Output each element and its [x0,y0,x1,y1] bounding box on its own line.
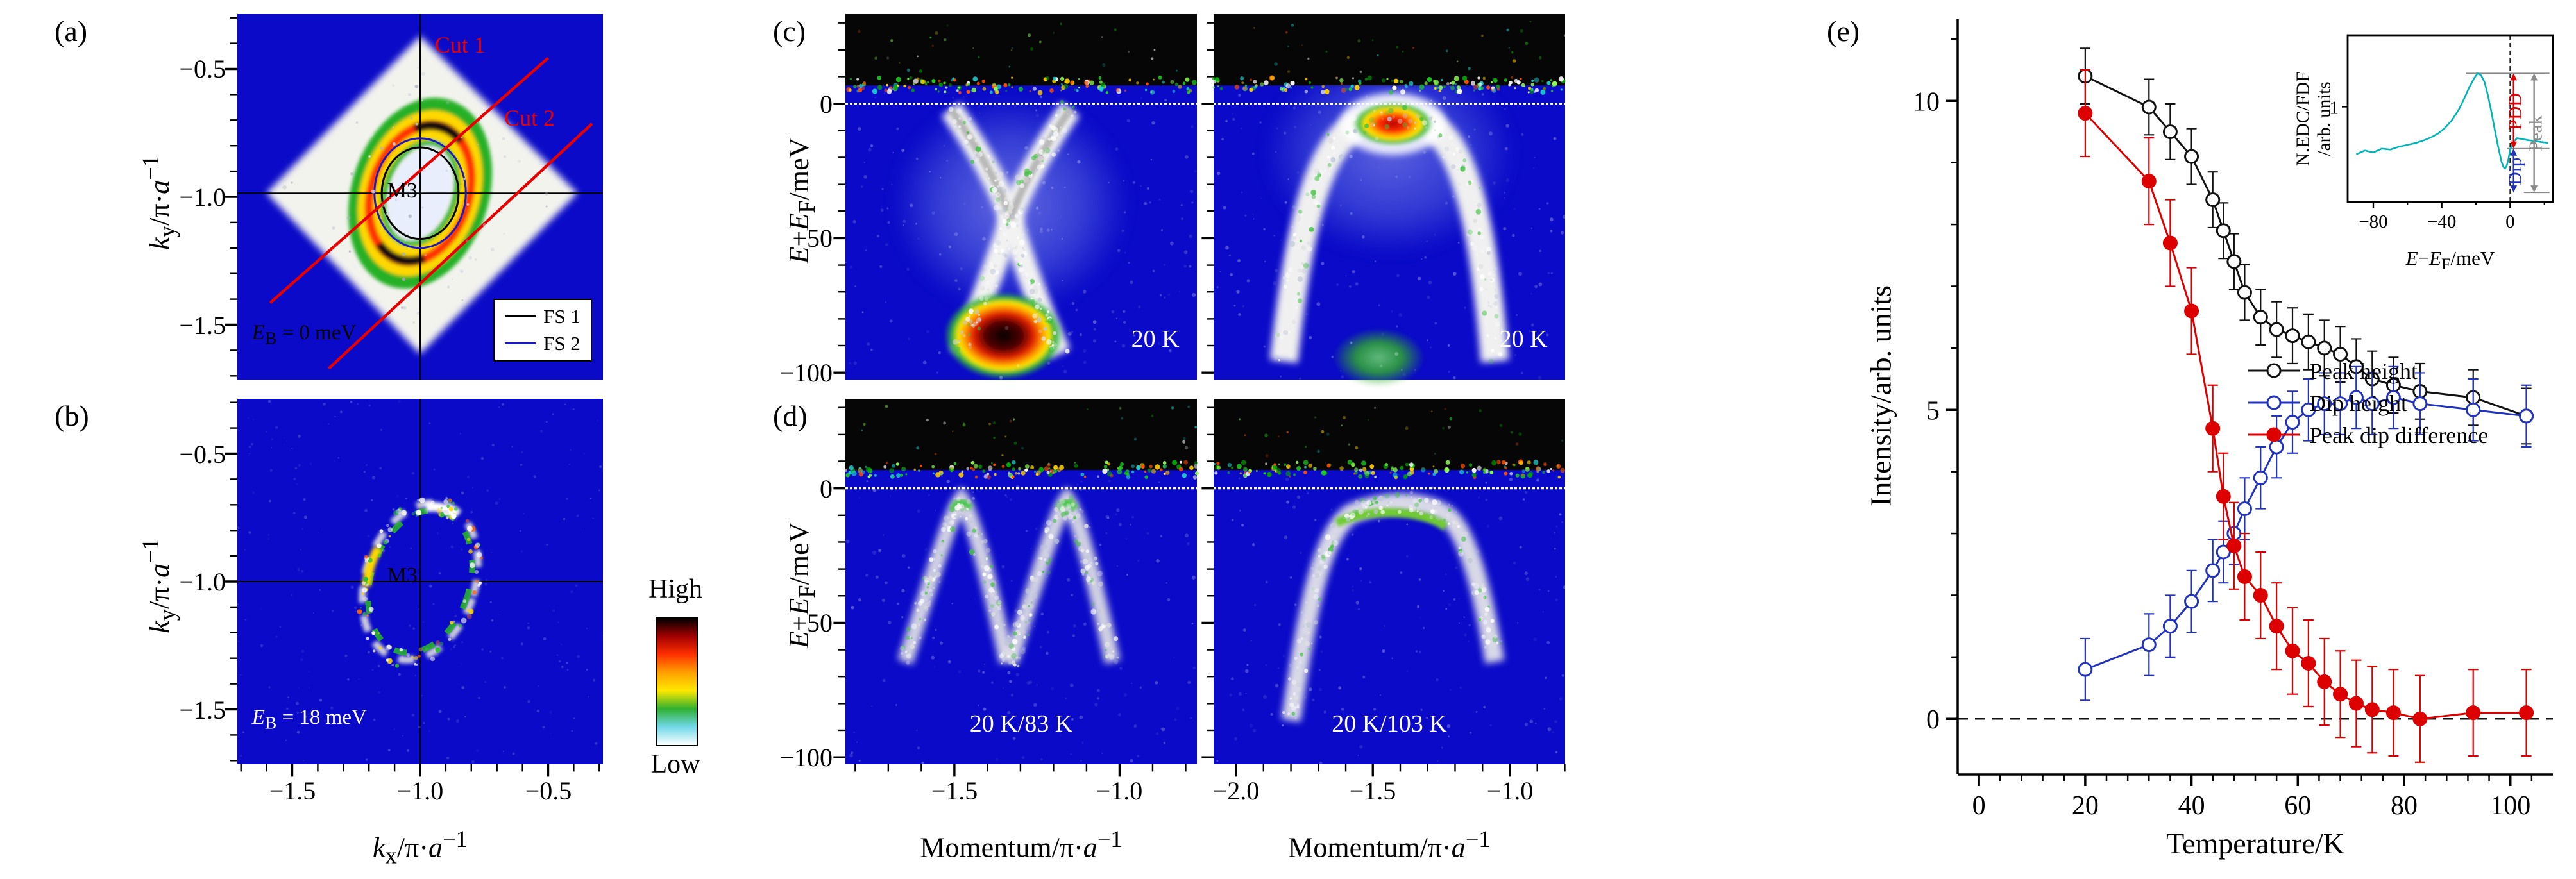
svg-text:40: 40 [2178,791,2205,821]
temperature-label: 20 K [1500,325,1548,353]
panel-a-ytick: −0.5 [149,54,226,84]
figure-canvas: (a) ky/π·a−1 −0.5 −1.0 −1.5 Cut 1 Cut [0,0,2576,879]
panel-d-ytick: −50 [756,608,833,638]
panel-a-ytick: −1.0 [149,182,226,212]
high-intensity-blob [1352,102,1433,146]
fs1-label: FS 1 [543,305,580,328]
svg-text:Dip height: Dip height [2309,390,2407,416]
svg-text:0: 0 [1972,791,1986,821]
panel-d1-xtick: −1.0 [1052,776,1187,806]
fs1-line-swatch [505,315,536,317]
panel-b-xlabel: kx/π·a−1 [292,826,548,869]
arpes-divided-83K-panel: 20 K/83 K [845,399,1197,764]
cut1-label: Cut 1 [435,33,486,58]
svg-text:Peak dip difference: Peak dip difference [2309,423,2488,448]
binding-energy-label: EB = 18 meV [252,706,367,733]
svg-text:80: 80 [2391,791,2418,821]
panel-b-tag: (b) [55,399,89,433]
inset-xlabel: E−EF/meV [2348,247,2553,274]
binding-energy-label: EB = 0 meV [252,321,357,348]
inset-ylabel: N.EDC/FDF/arb. units [2293,51,2336,186]
fermi-map-eb0-panel: Cut 1 Cut 2 M3 EB = 0 meV FS 1 FS 2 [237,14,603,380]
edc-inset: PDD Dip Peak −80 −40 0 1 [2348,35,2553,202]
above-ef-region [1214,14,1565,85]
svg-text:60: 60 [2284,791,2311,821]
svg-text:0: 0 [1926,705,1940,735]
svg-text:Peak: Peak [2526,115,2546,151]
colorbar [656,617,698,746]
svg-text:5: 5 [1926,396,1940,426]
svg-text:PDD: PDD [2505,93,2526,130]
svg-text:20: 20 [2072,791,2099,821]
temperature-label: 20 K [1131,325,1180,353]
panel-b-ytick: −0.5 [149,439,226,469]
panel-d1-xlabel: Momentum/π·a−1 [854,826,1188,864]
panel-d2-xtick: −2.0 [1169,776,1303,806]
arpes-divided-103K-panel: 20 K/103 K [1214,399,1565,764]
svg-text:Dip: Dip [2505,158,2526,186]
svg-text:10: 10 [1913,87,1940,117]
panel-b-xtick: −1.0 [353,776,487,806]
arpes-cut2-20K-panel: 20 K [1214,14,1565,380]
panel-d-tag: (d) [773,399,808,433]
panel-e-xlabel: Temperature/K [2095,827,2416,861]
panel-b-ytick: −1.5 [149,695,226,725]
fermi-map-eb18-panel: M3 EB = 18 meV [237,399,603,764]
panel-c-ytick: 0 [756,89,833,119]
svg-text:1: 1 [2330,97,2339,118]
m3-point-label: M3 [387,564,418,587]
panel-a-tag: (a) [55,14,87,48]
temperature-label: 20 K/103 K [1214,710,1565,738]
panel-c-ytick: −50 [756,223,833,253]
svg-text:0: 0 [2505,212,2515,232]
panel-d2-xlabel: Momentum/π·a−1 [1223,826,1556,864]
fs-legend-row: FS 1 [505,305,580,328]
panel-d-ytick: −100 [756,742,833,773]
panel-b-xtick: −0.5 [481,776,616,806]
arpes-cut1-20K-panel: 20 K [845,14,1197,380]
high-intensity-blob [944,292,1063,380]
panel-d2-xtick: −1.0 [1443,776,1577,806]
svg-text:100: 100 [2490,791,2530,821]
panel-e-ylabel: Intensity/arb. units [1865,267,1899,524]
colorbar-low-label: Low [611,749,740,780]
svg-text:Peak height: Peak height [2309,358,2418,384]
above-ef-region [845,399,1197,470]
panel-e-tag: (e) [1827,14,1860,48]
fs2-label: FS 2 [543,332,580,355]
svg-text:−80: −80 [2359,212,2387,232]
temperature-label: 20 K/83 K [845,710,1197,738]
panel-d-ytick: 0 [756,474,833,504]
panel-c-ylabel: E−EF/meV [783,121,820,281]
svg-text:−40: −40 [2427,212,2456,232]
cut2-label: Cut 2 [504,106,555,131]
above-ef-region [845,14,1197,85]
colorbar-high-label: High [611,574,740,605]
panel-d2-xtick: −1.5 [1305,776,1440,806]
fs-legend-row: FS 2 [505,332,580,355]
panel-b-xtick: −1.5 [225,776,360,806]
panel-d1-xtick: −1.5 [887,776,1022,806]
m3-point-label: M3 [387,179,418,203]
edc-inset-plot: PDD DipPeak −80 −40 0 1 [2348,35,2553,202]
panel-c-tag: (c) [773,14,806,48]
panel-c-ytick: −100 [756,358,833,388]
fs-legend: FS 1 FS 2 [493,299,592,362]
panel-d-ylabel: E−EF/meV [783,505,820,666]
fs2-line-swatch [505,342,536,344]
panel-a-ytick: −1.5 [149,310,226,340]
panel-b-ytick: −1.0 [149,567,226,597]
